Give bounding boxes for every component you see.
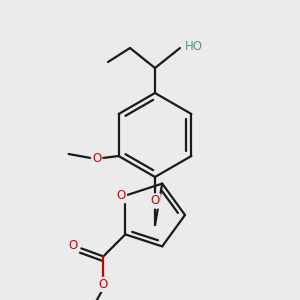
Text: O: O <box>92 152 101 164</box>
Text: O: O <box>117 189 126 202</box>
Text: HO: HO <box>185 40 203 52</box>
Text: O: O <box>150 194 160 208</box>
Text: O: O <box>99 278 108 291</box>
Text: O: O <box>69 239 78 252</box>
